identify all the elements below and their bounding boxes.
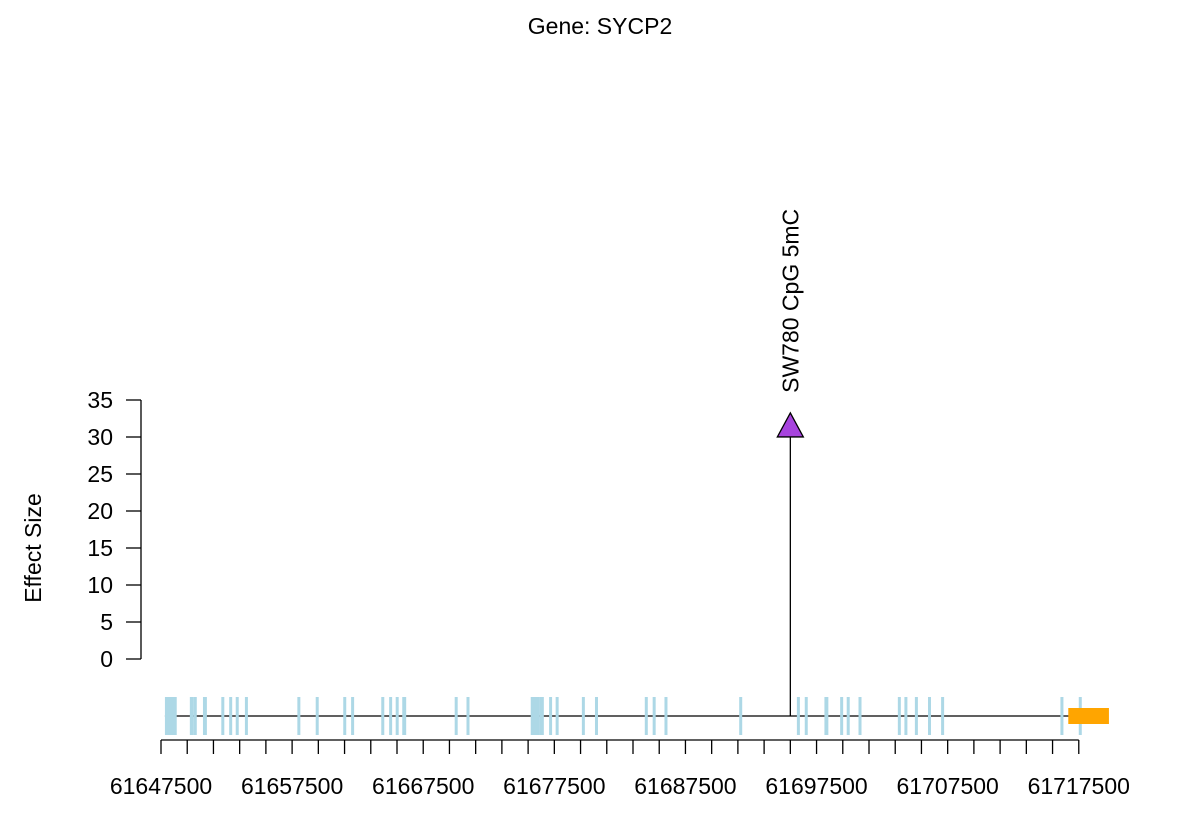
exon-block — [395, 697, 399, 735]
exon-block — [297, 697, 301, 735]
x-axis: 61647500 61657500 61667500 61677500 61687500… — [110, 739, 1130, 799]
y-axis-label: Effect Size — [20, 493, 46, 603]
y-tick-label: 25 — [87, 461, 113, 487]
x-tick-label: 61697500 — [765, 773, 867, 799]
exon-block — [315, 697, 319, 735]
exon-block — [824, 697, 829, 735]
y-tick-label: 5 — [100, 609, 113, 635]
y-tick-label: 20 — [87, 498, 113, 524]
data-points: SW780 CpG 5mC — [776, 209, 805, 716]
exon-block — [796, 697, 800, 735]
exon-block — [402, 697, 407, 735]
exon-block — [664, 697, 668, 735]
exon-block — [739, 697, 743, 735]
exon-block — [164, 697, 177, 735]
exon-block — [235, 697, 239, 735]
utr-block — [1068, 708, 1109, 724]
y-axis: 0 5 10 15 20 25 30 35 — [87, 387, 142, 672]
x-tick-label: 61707500 — [896, 773, 998, 799]
exon-block — [381, 697, 385, 735]
exon-block — [914, 697, 918, 735]
exon-block — [221, 697, 225, 735]
exon-block — [549, 697, 553, 735]
x-tick-label: 61677500 — [503, 773, 605, 799]
y-tick-label: 10 — [87, 572, 113, 598]
exon-block — [454, 697, 458, 735]
chart-title: Gene: SYCP2 — [528, 13, 672, 39]
y-tick-label: 30 — [87, 424, 113, 450]
data-point-label: SW780 CpG 5mC — [777, 209, 803, 393]
gene-track — [164, 697, 1109, 735]
exon-block — [202, 697, 207, 735]
y-tick-label: 15 — [87, 535, 113, 561]
exon-block — [904, 697, 908, 735]
x-tick-label: 61687500 — [634, 773, 736, 799]
exon-block — [941, 697, 945, 735]
exon-block — [846, 697, 850, 735]
y-tick-label: 35 — [87, 387, 113, 413]
exon-block — [539, 697, 544, 735]
exon-block — [840, 697, 844, 735]
exon-block — [229, 697, 233, 735]
exon-block — [594, 697, 598, 735]
exon-block — [343, 697, 347, 735]
x-tick-label: 61717500 — [1028, 773, 1130, 799]
exon-block — [897, 697, 901, 735]
exon-block — [530, 697, 540, 735]
exon-block — [928, 697, 931, 735]
data-point-marker — [776, 411, 805, 438]
exon-block — [555, 697, 559, 735]
x-tick-label: 61667500 — [372, 773, 474, 799]
exon-block — [644, 697, 648, 735]
exon-block — [389, 697, 393, 735]
exon-block — [1060, 697, 1064, 735]
x-tick-label: 61657500 — [241, 773, 343, 799]
exon-block — [652, 697, 656, 735]
exon-block — [244, 697, 248, 735]
exon-block — [189, 697, 194, 735]
y-tick-label: 0 — [100, 646, 113, 672]
exon-block — [351, 697, 355, 735]
exon-block — [858, 697, 862, 735]
exon-block — [193, 697, 197, 735]
exon-block — [581, 697, 585, 735]
exon-block — [466, 697, 470, 735]
exon-block — [804, 697, 808, 735]
x-tick-label: 61647500 — [110, 773, 212, 799]
